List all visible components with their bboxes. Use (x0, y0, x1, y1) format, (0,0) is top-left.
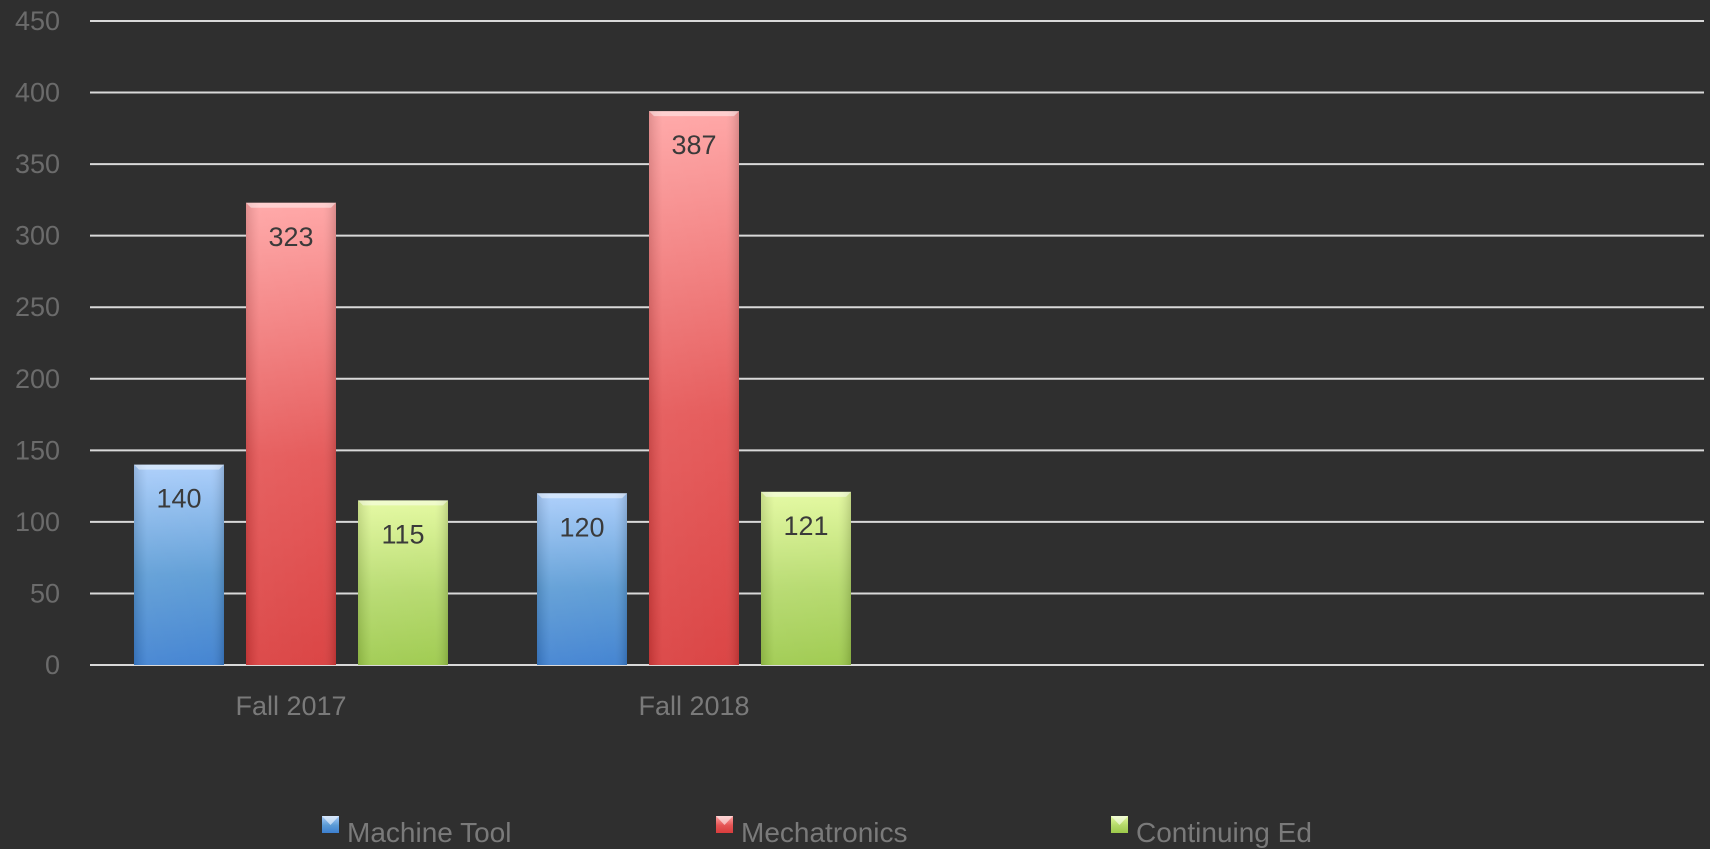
data-label: 140 (156, 484, 201, 514)
y-tick-label: 300 (15, 221, 60, 251)
legend-item-machine-tool[interactable]: Machine Tool (322, 816, 511, 848)
legend-swatch-bevel (1111, 816, 1128, 825)
bar-bevel (761, 491, 851, 497)
data-label: 120 (559, 512, 604, 542)
y-tick-label: 50 (30, 578, 60, 608)
bar-bevel (358, 500, 448, 506)
x-category-label: Fall 2018 (638, 691, 749, 721)
legend-label: Continuing Ed (1136, 817, 1312, 848)
y-tick-label: 350 (15, 149, 60, 179)
data-labels: 140 323 115 120 387 121 (156, 130, 828, 549)
data-label: 115 (381, 519, 424, 549)
y-tick-label: 200 (15, 364, 60, 394)
legend[interactable]: Machine Tool Mechatronics Continuing Ed (322, 816, 1312, 848)
legend-label: Machine Tool (347, 817, 511, 848)
data-label: 387 (671, 130, 716, 160)
legend-item-continuing-ed[interactable]: Continuing Ed (1111, 816, 1312, 848)
bars (134, 111, 851, 666)
data-label: 323 (268, 222, 313, 252)
legend-swatch-bevel (716, 816, 733, 825)
y-tick-label: 250 (15, 292, 60, 322)
bar-bevel (537, 493, 627, 499)
legend-item-mechatronics[interactable]: Mechatronics (716, 816, 908, 848)
bar-bevel (246, 202, 336, 208)
legend-label: Mechatronics (741, 817, 908, 848)
bar-mechatronics-fall-2018[interactable] (649, 111, 739, 665)
y-tick-label: 450 (15, 6, 60, 36)
y-tick-label: 0 (45, 650, 60, 680)
bar-mechatronics-fall-2017[interactable] (246, 202, 336, 666)
x-category-label: Fall 2017 (235, 691, 346, 721)
bar-bevel (134, 464, 224, 470)
y-tick-label: 150 (15, 435, 60, 465)
y-tick-label: 100 (15, 507, 60, 537)
y-axis-tick-labels: 0 50 100 150 200 250 300 350 400 450 (15, 6, 60, 680)
data-label: 121 (783, 511, 828, 541)
legend-swatch-bevel (322, 816, 339, 825)
y-tick-label: 400 (15, 78, 60, 108)
bar-bevel (649, 111, 739, 117)
x-axis-category-labels: Fall 2017 Fall 2018 (235, 691, 749, 721)
